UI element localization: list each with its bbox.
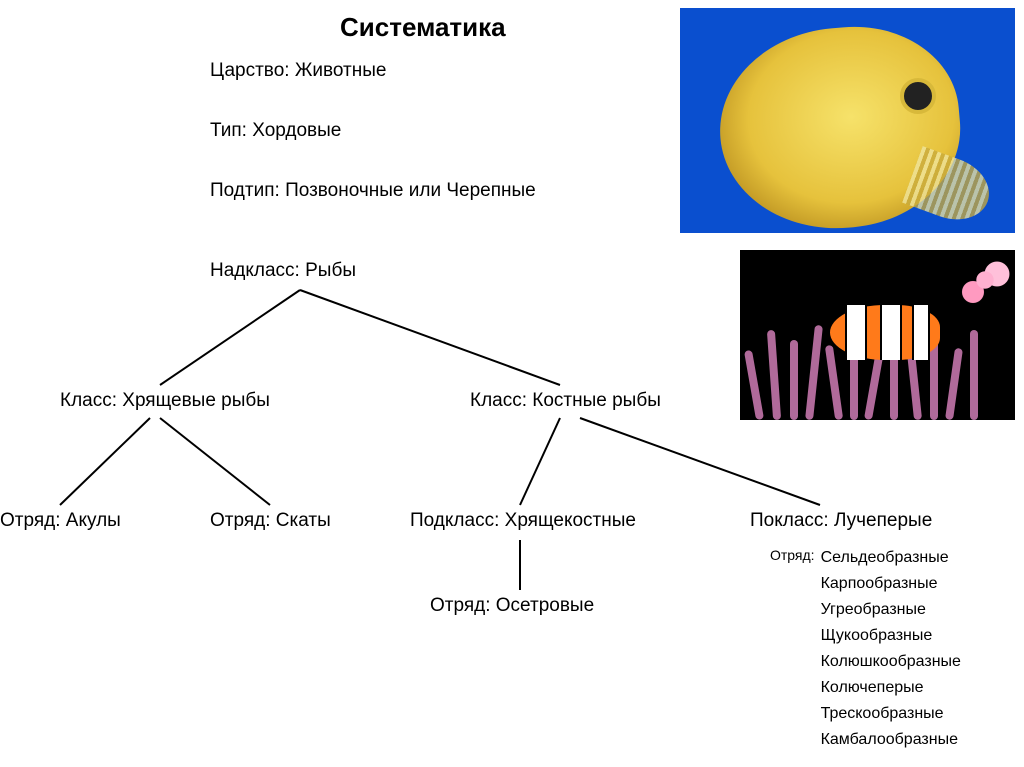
rank-label: Отряд: <box>210 510 271 531</box>
rank-label: Отряд: <box>770 545 815 565</box>
rank-label: Тип: <box>210 120 247 141</box>
rank-value: Осетровые <box>496 595 594 616</box>
rank-label: Подкласс: <box>410 510 499 531</box>
rank-label: Класс: <box>60 390 117 411</box>
subclass-actinopteri: Покласс: Лучеперые <box>750 510 932 532</box>
list-item: Трескообразные <box>821 701 961 727</box>
list-item: Угреобразные <box>821 597 961 623</box>
page-title: Систематика <box>340 12 506 43</box>
image-yellow-fish <box>680 8 1015 233</box>
rank-value: Акулы <box>66 510 121 531</box>
rank-value: Рыбы <box>305 260 356 281</box>
rank-value: Позвоночные или Черепные <box>285 180 536 201</box>
order-sturgeon: Отряд: Осетровые <box>430 595 594 617</box>
image-clownfish <box>740 250 1015 420</box>
rank-value: Хордовые <box>252 120 341 141</box>
rank-label: Класс: <box>470 390 527 411</box>
class-cartilaginous: Класс: Хрящевые рыбы <box>60 390 270 412</box>
rank-value: Лучеперые <box>834 510 932 531</box>
order-sharks: Отряд: Акулы <box>0 510 121 532</box>
list-item: Сельдеобразные <box>821 545 961 571</box>
order-rays: Отряд: Скаты <box>210 510 331 532</box>
rank-value: Хрящекостные <box>505 510 636 531</box>
clownfish-shape <box>830 305 940 360</box>
rank-label: Царство: <box>210 60 290 81</box>
rayfinned-orders: Отряд: Сельдеобразные Карпообразные Угре… <box>770 545 961 753</box>
title-text: Систематика <box>340 12 506 42</box>
rank-value: Скаты <box>276 510 331 531</box>
rank-value: Животные <box>295 60 387 81</box>
subclass-chondrostei: Подкласс: Хрящекостные <box>410 510 636 532</box>
rank-value: Костные рыбы <box>532 390 661 411</box>
rank-label: Надкласс: <box>210 260 300 281</box>
rank-phylum: Тип: Хордовые <box>210 120 341 142</box>
list-item: Щукообразные <box>821 623 961 649</box>
list-item: Колючеперые <box>821 675 961 701</box>
rank-label: Отряд: <box>430 595 491 616</box>
rank-kingdom: Царство: Животные <box>210 60 386 82</box>
coral-shape <box>955 250 1015 310</box>
rank-label: Покласс: <box>750 510 829 531</box>
list-item: Камбалообразные <box>821 727 961 753</box>
rank-label: Подтип: <box>210 180 280 201</box>
list-item: Карпообразные <box>821 571 961 597</box>
list-item: Колюшкообразные <box>821 649 961 675</box>
fish-eye-shape <box>900 78 936 114</box>
rank-subphylum: Подтип: Позвоночные или Черепные <box>210 180 536 202</box>
rank-label: Отряд: <box>0 510 61 531</box>
class-bony: Класс: Костные рыбы <box>470 390 661 412</box>
rank-superclass: Надкласс: Рыбы <box>210 260 356 282</box>
rank-value: Хрящевые рыбы <box>122 390 270 411</box>
rayfinned-orders-items: Сельдеобразные Карпообразные Угреобразны… <box>821 545 961 753</box>
